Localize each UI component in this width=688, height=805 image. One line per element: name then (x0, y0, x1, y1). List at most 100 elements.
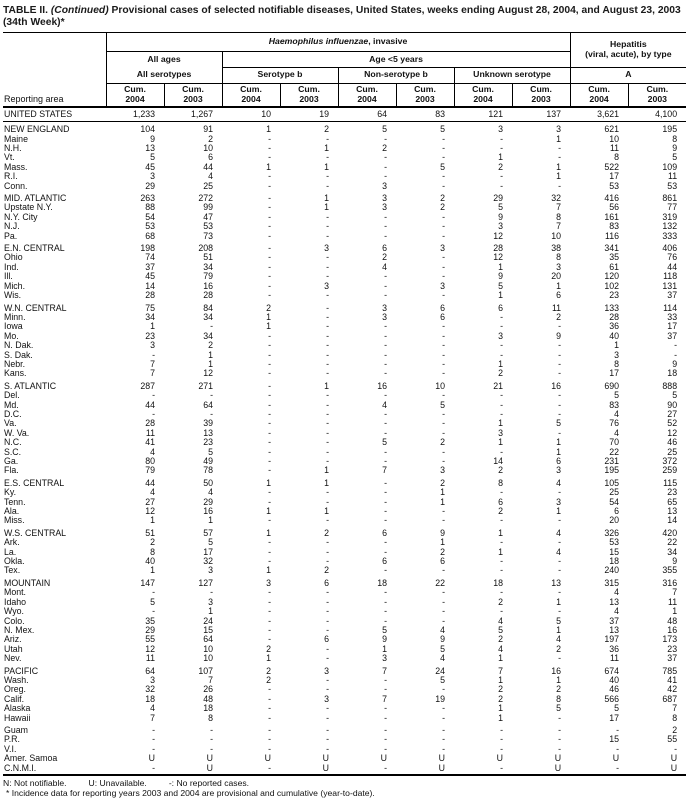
value-cell: 13 (667, 506, 678, 517)
table-row: E.S. CENTRAL 44 50 1 1 - 2 8 4 105 115 (3, 477, 686, 488)
table-row: S.C. 4 5 - - - - - 1 22 25 (3, 447, 686, 457)
value-cell: - (442, 587, 445, 598)
value-cell: - (558, 321, 562, 332)
value-cell: 1,267 (164, 106, 222, 123)
value-cell: - (326, 408, 329, 419)
cum-2003-header: Cum. 2003 (279, 83, 338, 108)
value-cell: - (384, 427, 387, 438)
value-cell: 65 (667, 496, 678, 507)
value-cell: 5 (556, 418, 562, 429)
value-cell: 861 (662, 193, 678, 204)
value-cell: 8 (208, 712, 213, 723)
value-cell: 14 (667, 515, 678, 526)
value-cell: - (326, 496, 329, 507)
value-cell: - (268, 615, 271, 626)
value-cell: - (500, 311, 503, 322)
value-cell: 50 (203, 477, 213, 488)
value-cell: - (384, 171, 387, 182)
value-cell: 11 (667, 596, 678, 607)
value-cell: 1 (556, 133, 562, 144)
value-cell: - (268, 556, 271, 567)
value-cell: - (326, 684, 329, 695)
value-cell: - (268, 712, 271, 723)
value-cell: 1 (498, 546, 503, 557)
value-cell: - (326, 643, 329, 654)
value-cell: 16 (551, 665, 562, 676)
reporting-area-cell: S. Dak. (4, 349, 33, 360)
value-cell: 197 (604, 634, 620, 645)
reporting-area-cell: Mass. (4, 161, 28, 172)
table-row: E.N. CENTRAL 198 208 - 3 6 3 28 38 341 406 (3, 243, 686, 254)
value-cell: 29 (145, 180, 155, 191)
reporting-area-cell: Mo. (4, 330, 19, 341)
value-cell: - (210, 743, 213, 754)
value-cell: 3 (266, 577, 271, 588)
value-cell: 11 (667, 171, 678, 182)
value-cell: 18 (377, 577, 387, 588)
value-cell: 3 (440, 465, 445, 476)
value-cell: - (674, 743, 678, 754)
value-cell: 7 (498, 665, 503, 676)
value-cell: 2 (208, 340, 213, 351)
value-cell: 3 (556, 465, 562, 476)
value-cell: - (268, 596, 271, 607)
table-row: Ill. 45 79 - - - - 9 20 120 118 (3, 271, 686, 282)
value-cell: 3 (440, 243, 445, 254)
value-cell: 20 (551, 271, 562, 282)
value-cell: 12 (493, 230, 503, 241)
table-row: N.Y. City 54 47 - - - - 9 8 161 319 (3, 212, 686, 222)
table-row: Ariz. 55 64 - 6 9 9 2 4 197 173 (3, 634, 686, 645)
value-cell: - (442, 684, 445, 695)
value-cell: 10 (435, 380, 445, 391)
value-cell: 2 (498, 693, 503, 704)
value-cell: - (616, 724, 620, 735)
table-row: Ohio 74 51 - - 2 - 12 8 35 76 (3, 252, 686, 263)
value-cell: - (558, 537, 562, 548)
reporting-area-cell: N.C. (4, 437, 22, 448)
footnote-unavailable: U: Unavailable. (88, 778, 147, 788)
table-title-label: TABLE II. (3, 5, 48, 16)
value-cell: 8 (614, 358, 620, 369)
value-cell: 121 (454, 106, 512, 123)
value-cell: 1,233 (106, 106, 164, 123)
non-serotype-b-header: Non-serotype b (337, 67, 454, 84)
value-cell: 3 (556, 261, 562, 272)
value-cell: - (210, 408, 213, 419)
value-cell: 785 (662, 665, 678, 676)
table-row: Wis. 28 28 - - - - 1 6 23 37 (3, 290, 686, 300)
value-cell: - (326, 515, 329, 526)
value-cell: - (268, 634, 271, 645)
table-row: Miss. 1 1 - - - - - - 20 14 (3, 515, 686, 526)
notifiable-diseases-table: Reporting area Haemophilus influenzae, i… (3, 32, 687, 777)
value-cell: - (442, 456, 445, 466)
value-cell: 22 (435, 577, 445, 588)
table-row: Nev. 11 10 1 - 3 4 1 - 11 37 (3, 653, 686, 664)
value-cell: - (442, 390, 445, 401)
value-cell: - (674, 349, 678, 360)
value-cell: - (268, 340, 271, 351)
reporting-area-cell: Amer. Samoa (4, 753, 58, 764)
cum-2003-header: Cum. 2003 (163, 83, 222, 108)
value-cell: 36 (609, 643, 620, 654)
value-cell: 372 (662, 456, 678, 466)
value-cell: 198 (140, 243, 155, 254)
value-cell: U (496, 753, 503, 764)
value-cell: - (326, 399, 329, 410)
table-title: TABLE II. (Continued) Provisional cases … (3, 5, 686, 29)
value-cell: - (326, 703, 329, 714)
value-cell: 1 (498, 653, 503, 664)
value-cell: 48 (667, 615, 678, 626)
value-cell: 34 (203, 311, 213, 322)
value-cell: 12 (493, 252, 503, 263)
value-cell: 105 (604, 477, 620, 488)
value-cell: U (148, 753, 155, 764)
value-cell: 8 (150, 546, 155, 557)
value-cell: - (384, 565, 387, 576)
reporting-area-cell: Ill. (4, 271, 13, 282)
value-cell: 68 (145, 230, 155, 241)
value-cell: 33 (667, 311, 678, 322)
value-cell: - (442, 271, 445, 282)
value-cell: - (384, 456, 387, 466)
value-cell: 28 (609, 311, 620, 322)
value-cell: - (442, 712, 445, 723)
